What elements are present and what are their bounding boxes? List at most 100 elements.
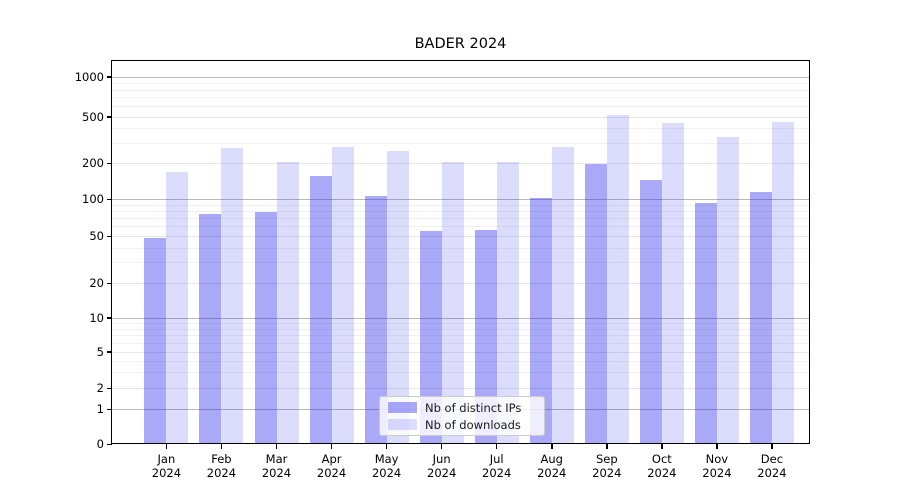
bar-nb-of-downloads-jan <box>166 171 189 444</box>
x-tick-feb <box>220 444 223 449</box>
minor-gridline-40 <box>112 247 809 249</box>
gridline-200 <box>112 163 809 165</box>
y-tick-label-200: 200 <box>82 156 104 171</box>
x-tick-jun <box>440 444 443 449</box>
x-tick-aug <box>551 444 553 449</box>
x-label-month: Jan <box>157 452 176 466</box>
bar-nb-of-downloads-jul <box>496 161 519 444</box>
gridline-100 <box>112 199 809 201</box>
minor-gridline-8 <box>112 328 809 330</box>
x-label-month: May <box>374 452 399 466</box>
y-tick-label-2: 2 <box>96 381 104 396</box>
gridline-1000 <box>112 76 809 78</box>
y-tick-label-1: 1 <box>96 402 104 417</box>
x-label-year: 2024 <box>592 466 622 480</box>
gridline-2 <box>112 388 809 390</box>
y-tick-1 <box>106 408 112 411</box>
legend: Nb of distinct IPs Nb of downloads <box>379 396 545 436</box>
y-tick-20 <box>106 282 112 285</box>
bar-nb-of-distinct-ips-jun <box>419 230 442 444</box>
y-tick-50 <box>106 235 112 237</box>
legend-label: Nb of distinct IPs <box>425 400 522 415</box>
x-label-month: Jul <box>489 452 504 466</box>
x-label-month: Mar <box>265 452 288 466</box>
y-tick-100 <box>106 198 112 201</box>
bar-nb-of-downloads-nov <box>716 136 739 444</box>
x-tick-label-nov: Nov 2024 <box>689 452 745 480</box>
minor-gridline-80 <box>112 211 809 213</box>
x-tick-jul <box>495 444 498 449</box>
minor-gridline-30 <box>112 262 809 264</box>
gridline-500 <box>112 116 809 118</box>
bar-nb-of-distinct-ips-feb <box>199 213 222 444</box>
gridline-5 <box>112 351 809 353</box>
gridline-50 <box>112 236 809 237</box>
x-label-year: 2024 <box>206 466 237 480</box>
x-label-month: Jun <box>432 452 451 466</box>
y-tick-0 <box>106 443 112 445</box>
bar-nb-of-distinct-ips-mar <box>254 212 277 444</box>
x-label-year: 2024 <box>702 466 732 480</box>
x-label-year: 2024 <box>261 466 292 480</box>
x-label-year: 2024 <box>371 466 402 480</box>
minor-gridline-60 <box>112 226 809 228</box>
x-label-year: 2024 <box>316 466 347 480</box>
legend-item: Nb of distinct IPs <box>388 401 536 415</box>
y-tick-label-0: 0 <box>96 437 104 451</box>
y-tick-label-100: 100 <box>82 192 104 207</box>
y-tick-2 <box>106 387 112 390</box>
x-tick-label-feb: Feb 2024 <box>193 452 249 480</box>
bar-nb-of-distinct-ips-nov <box>694 202 717 444</box>
legend-label: Nb of downloads <box>425 417 521 432</box>
minor-gridline-400 <box>112 128 809 130</box>
x-tick-jan <box>165 444 168 449</box>
minor-gridline-800 <box>112 89 809 91</box>
gridline-10 <box>112 317 809 319</box>
minor-gridline-600 <box>112 106 809 108</box>
minor-gridline-300 <box>112 142 809 144</box>
minor-gridline-3 <box>112 372 809 374</box>
x-label-year: 2024 <box>482 466 512 480</box>
minor-gridline-90 <box>112 204 809 206</box>
bar-nb-of-downloads-aug <box>551 147 574 444</box>
x-tick-apr <box>330 444 333 449</box>
y-tick-label-5: 5 <box>96 344 104 359</box>
x-tick-label-aug: Aug 2024 <box>524 452 580 480</box>
x-label-month: Apr <box>321 452 342 466</box>
bar-nb-of-distinct-ips-sep <box>584 163 607 444</box>
chart-title: BADER 2024 <box>414 36 507 52</box>
bar-nb-of-downloads-oct <box>661 123 684 444</box>
x-label-month: Sep <box>595 452 618 466</box>
bar-nb-of-downloads-feb <box>221 147 244 444</box>
x-label-month: Nov <box>705 452 729 466</box>
bar-nb-of-distinct-ips-aug <box>529 197 552 444</box>
bar-nb-of-distinct-ips-jan <box>144 238 167 444</box>
x-tick-label-sep: Sep 2024 <box>579 452 635 480</box>
x-label-year: 2024 <box>537 466 567 480</box>
bar-nb-of-distinct-ips-may <box>364 195 387 444</box>
bar-nb-of-downloads-sep <box>606 114 629 444</box>
x-tick-label-dec: Dec 2024 <box>744 452 800 480</box>
bar-nb-of-distinct-ips-apr <box>309 175 332 444</box>
y-tick-label-500: 500 <box>82 109 104 124</box>
minor-gridline-7 <box>112 335 809 337</box>
x-label-month: Dec <box>760 452 784 466</box>
bar-nb-of-downloads-may <box>386 150 409 444</box>
minor-gridline-6 <box>112 342 809 344</box>
bar-nb-of-distinct-ips-dec <box>749 191 772 444</box>
x-tick-label-jan: Jan 2024 <box>138 452 194 480</box>
x-tick-label-mar: Mar 2024 <box>249 452 305 480</box>
x-tick-label-apr: Apr 2024 <box>304 452 360 480</box>
bar-nb-of-distinct-ips-oct <box>639 180 662 444</box>
x-label-month: Aug <box>540 452 563 466</box>
x-tick-mar <box>275 444 278 449</box>
x-label-year: 2024 <box>151 466 182 480</box>
x-tick-sep <box>606 444 608 449</box>
minor-gridline-900 <box>112 82 809 84</box>
x-tick-label-jun: Jun 2024 <box>414 452 470 480</box>
legend-swatch <box>388 419 417 430</box>
y-tick-5 <box>106 351 112 353</box>
minor-gridline-9 <box>112 322 809 324</box>
bar-nb-of-downloads-apr <box>331 146 354 444</box>
